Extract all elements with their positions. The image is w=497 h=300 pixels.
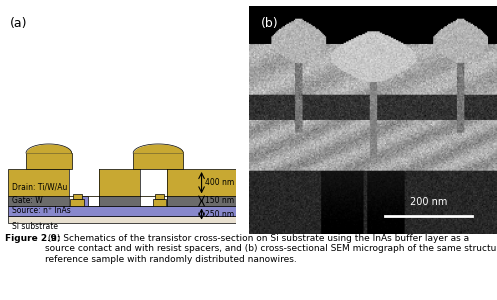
Text: Drain: Ti/W/Au: Drain: Ti/W/Au [12,183,68,192]
Text: 150 nm: 150 nm [205,196,234,206]
Bar [133,153,183,169]
Bar [155,194,164,199]
Bar [153,199,166,206]
Bar [140,169,167,196]
Bar [8,169,236,196]
Text: 250 nm: 250 nm [205,209,234,218]
Text: (b): (b) [261,17,278,30]
Text: (a) Schematics of the transistor cross-section on Si substrate using the InAs bu: (a) Schematics of the transistor cross-s… [45,234,497,264]
Bar [73,194,82,199]
Text: (a): (a) [10,17,27,30]
Text: 400 nm: 400 nm [205,178,234,187]
Bar [8,206,236,216]
Bar [140,196,167,206]
Bar [69,169,99,196]
Bar [8,196,236,206]
Bar [69,196,99,206]
Bar [80,196,88,206]
Text: 200 nm: 200 nm [410,196,447,207]
Bar [26,153,72,169]
Text: Source: n⁺ InAs: Source: n⁺ InAs [12,206,71,215]
Text: Si substrate: Si substrate [12,221,58,230]
Bar [71,199,84,206]
Bar [157,196,161,206]
Text: Gate: W: Gate: W [12,196,43,206]
Bar [8,216,236,223]
Text: Figure 2.9:: Figure 2.9: [5,234,61,243]
